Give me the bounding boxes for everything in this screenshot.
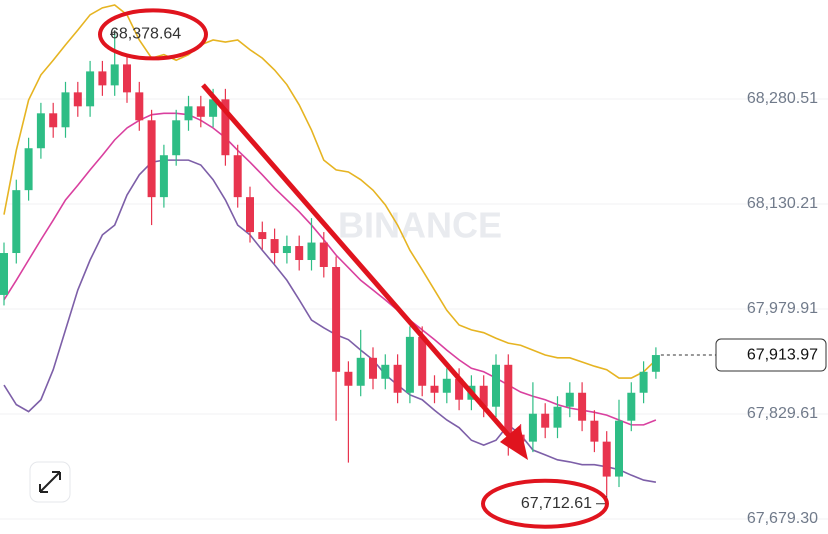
candle-body xyxy=(504,364,513,435)
candle-body xyxy=(319,242,328,267)
candle-body xyxy=(307,242,316,261)
candle-body xyxy=(344,371,353,386)
candle-body xyxy=(172,120,181,156)
candle-body xyxy=(615,420,623,477)
candle-body xyxy=(639,371,648,393)
y-tick-label: 68,130.21 xyxy=(747,195,818,212)
candle-body xyxy=(98,71,107,86)
candle-body xyxy=(147,120,156,198)
candle-body xyxy=(541,413,550,428)
candle-body xyxy=(479,385,488,407)
candle-body xyxy=(393,364,402,393)
y-tick-label: 67,979.91 xyxy=(747,300,818,317)
candle-body xyxy=(36,113,45,149)
band-line xyxy=(3,112,657,426)
candle-body xyxy=(455,378,464,400)
y-tick-label: 67,829.61 xyxy=(747,405,818,422)
candle-body xyxy=(12,190,21,254)
candle-body xyxy=(381,364,390,379)
annotation-label: 68,378.64 xyxy=(110,26,181,43)
candle-body xyxy=(528,413,537,442)
watermark: BINANCE xyxy=(338,205,502,246)
candle-body xyxy=(233,155,242,198)
candle-body xyxy=(49,113,58,128)
candle-body xyxy=(184,106,193,121)
plot xyxy=(0,4,828,520)
candle-body xyxy=(73,92,82,107)
last-price-box xyxy=(715,338,827,372)
candle-body xyxy=(24,148,33,191)
candle-body xyxy=(61,92,70,128)
candle-body xyxy=(405,336,414,393)
candle-body xyxy=(369,357,377,379)
candle-body xyxy=(356,357,365,386)
candle-body xyxy=(123,64,131,93)
candle-body xyxy=(258,232,267,240)
candle-body xyxy=(159,155,168,198)
last-price-label: 67,913.97 xyxy=(747,346,818,363)
annotation-label: 67,712.61 xyxy=(521,495,592,512)
candle-body xyxy=(553,406,562,428)
candle-body xyxy=(110,64,119,86)
candle-body xyxy=(246,197,254,233)
band-line xyxy=(3,4,657,379)
candle-body xyxy=(295,246,304,261)
candle-body xyxy=(627,392,636,421)
candle-body xyxy=(332,267,341,372)
candle-body xyxy=(209,99,218,117)
trend-arrow xyxy=(201,83,512,439)
candle-body xyxy=(430,385,439,393)
candle-body xyxy=(282,246,291,254)
candle-body xyxy=(270,239,279,254)
annotation-leader xyxy=(110,30,116,35)
candle-body xyxy=(651,355,660,372)
band-line xyxy=(3,159,657,483)
candle-body xyxy=(86,71,95,107)
candle-body xyxy=(492,364,500,407)
candle-body xyxy=(565,392,574,407)
candle-body xyxy=(135,92,144,121)
candle-body xyxy=(196,106,205,117)
candle-body xyxy=(0,253,8,295)
candle-body xyxy=(602,441,611,477)
highlight-ellipse xyxy=(481,478,609,529)
candle-body xyxy=(221,99,230,156)
highlight-ellipse xyxy=(98,8,208,61)
expand-icon xyxy=(39,471,61,493)
candle-body xyxy=(418,336,427,386)
y-tick-label: 67,679.30 xyxy=(747,510,818,527)
candle-body xyxy=(442,378,451,393)
arrow-head xyxy=(500,425,528,460)
candle-body xyxy=(590,420,599,442)
y-tick-label: 68,280.51 xyxy=(747,90,818,107)
candle-body xyxy=(578,392,587,421)
